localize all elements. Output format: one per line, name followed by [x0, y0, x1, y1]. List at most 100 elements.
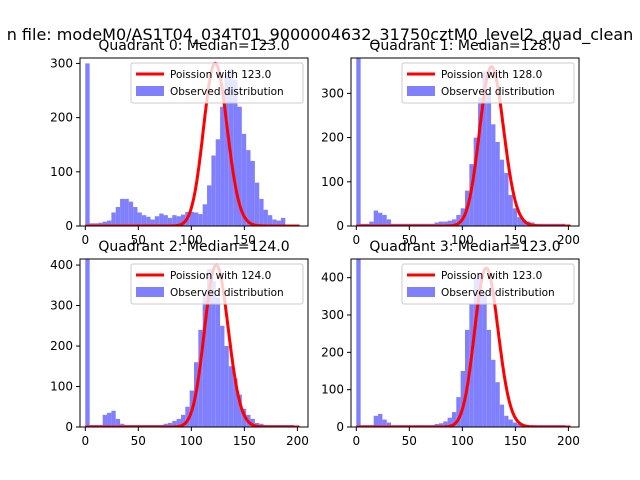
histogram-bar: [98, 222, 103, 226]
histogram-bar: [124, 198, 129, 226]
x-tick-label: 150: [233, 233, 256, 247]
y-tick-label: 200: [50, 339, 73, 353]
histogram-bar: [504, 172, 509, 226]
histogram-bar: [233, 79, 238, 226]
histogram-bar: [224, 74, 229, 226]
histogram-bar: [207, 185, 212, 226]
histogram-bar: [167, 422, 173, 427]
histogram-bar: [241, 133, 247, 226]
subplot-1: 0 50 100 150 200 0 100 200 300 Quadrant 1: Median…: [321, 38, 580, 247]
histogram-bar: [259, 198, 264, 226]
histogram-bar: [495, 382, 500, 427]
histogram-bar: [373, 415, 379, 427]
histogram-bar: [521, 220, 526, 226]
histogram-bar: [499, 159, 505, 226]
histogram-bar: [102, 414, 108, 427]
histogram-bar: [172, 215, 177, 226]
histogram-bar: [211, 155, 216, 226]
histogram-bar: [382, 419, 387, 427]
histogram-bar: [220, 106, 225, 226]
histogram-bar: [382, 214, 387, 226]
subplots: 0 50 100 150 0 100 200 300 Quadrant 0: Median=12…: [50, 38, 580, 448]
x-tick-label: 50: [131, 233, 146, 247]
subplot-3: 0 50 100 150 200 0 100 200 300 400 Quadrant 3: Med…: [321, 239, 580, 448]
histogram-bar: [356, 58, 361, 226]
legend-patch-swatch: [407, 287, 435, 297]
histogram-bar: [154, 216, 160, 226]
x-tick-label: 150: [504, 233, 527, 247]
histogram-bar: [517, 217, 522, 226]
x-tick-label: 100: [451, 233, 474, 247]
histogram-bar: [176, 216, 181, 226]
histogram-bar: [115, 207, 121, 226]
histogram-bar: [250, 160, 255, 226]
y-tick-label: 200: [321, 131, 344, 145]
axes-frame: [350, 258, 580, 428]
x-tick-label: 150: [504, 434, 527, 448]
legend-label-poisson: Poission with 124.0: [170, 270, 271, 282]
histogram-bar: [495, 142, 500, 226]
legend-label-poisson: Poission with 128.0: [441, 69, 542, 81]
x-tick-label: 100: [180, 233, 203, 247]
histogram-bar: [386, 422, 392, 427]
histogram-bar: [137, 212, 142, 226]
legend-patch-swatch: [136, 287, 164, 297]
histogram-bar: [163, 423, 168, 427]
y-tick-label: 100: [50, 380, 73, 394]
y-tick-label: 300: [50, 299, 73, 313]
x-tick-label: 50: [131, 434, 146, 448]
axes-frame: [79, 57, 309, 227]
subplot-2: 0 50 100 150 200 0 100 200 300 400 Quadrant 2: Med…: [50, 239, 309, 448]
histogram-bar: [491, 124, 496, 226]
histogram-bar: [378, 212, 383, 226]
histogram-bar: [482, 292, 487, 427]
histogram-bar: [438, 221, 444, 226]
histogram-bar: [146, 216, 151, 226]
histogram-bar: [228, 366, 234, 427]
histogram-bar: [102, 221, 108, 226]
histogram-bar: [373, 210, 379, 226]
subplot-title: Quadrant 1: Median=128.0: [369, 38, 560, 54]
histogram-bar: [133, 207, 138, 226]
legend-box: [401, 62, 575, 104]
histogram-bar: [194, 212, 199, 226]
histogram-bar: [107, 412, 112, 427]
histogram-bar: [434, 222, 439, 226]
histogram-bar: [263, 209, 268, 226]
y-tick-label: 300: [321, 86, 344, 100]
y-tick-label: 200: [50, 111, 73, 125]
legend: Poission with 123.0 Observed distribution: [401, 263, 575, 305]
histogram-bar: [176, 418, 181, 427]
y-tick-label: 400: [50, 258, 73, 272]
histogram-bar: [198, 329, 203, 427]
histogram-bar: [189, 211, 194, 226]
histogram-bar: [386, 219, 392, 226]
histogram-bar: [456, 214, 461, 226]
histogram-bar: [508, 419, 513, 427]
y-tick-label: 300: [50, 56, 73, 70]
x-tick-label: 200: [557, 434, 580, 448]
histogram-bar: [447, 220, 452, 226]
histogram-bar: [438, 423, 444, 427]
histogram-bar: [443, 421, 448, 427]
histogram-bar: [478, 97, 483, 226]
histogram-bar: [111, 212, 116, 226]
histogram-bar: [451, 412, 457, 427]
histogram-bar: [120, 423, 125, 427]
histogram-bar: [215, 297, 221, 427]
histogram-bar: [211, 281, 216, 427]
legend-label-observed: Observed distribution: [441, 287, 555, 299]
histogram-bar: [207, 269, 212, 427]
histogram-bar: [107, 220, 112, 226]
x-tick-label: 50: [402, 434, 417, 448]
histogram-bar: [237, 106, 242, 226]
y-tick-label: 0: [336, 219, 344, 233]
x-tick-label: 0: [81, 233, 89, 247]
histogram-bar: [163, 215, 168, 226]
histogram-bar: [233, 378, 238, 427]
y-tick-label: 0: [65, 219, 73, 233]
subplot-0: 0 50 100 150 0 100 200 300 Quadrant 0: Median=12…: [50, 38, 309, 247]
histogram-bar: [172, 420, 177, 427]
histogram-bar: [482, 71, 487, 226]
y-tick-label: 300: [321, 308, 344, 322]
